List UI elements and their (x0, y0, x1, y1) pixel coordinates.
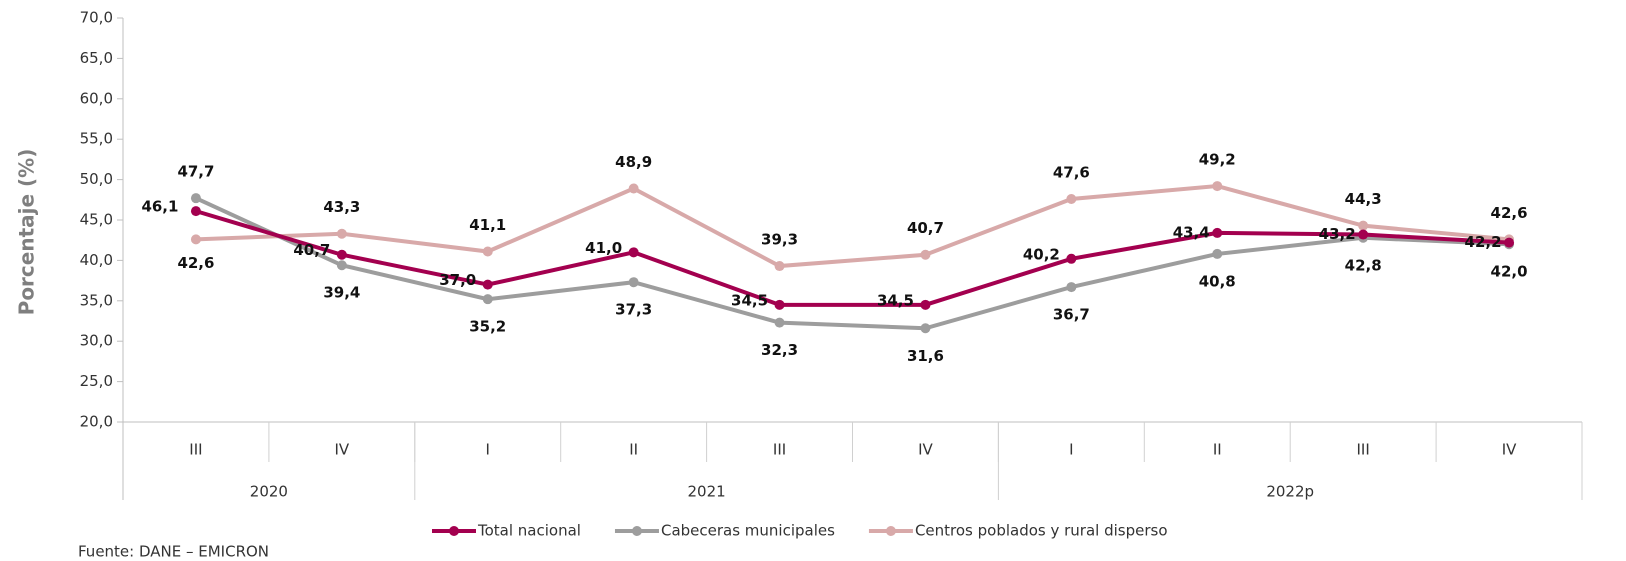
marker (1212, 227, 1223, 238)
y-tick-label: 60,0 (80, 89, 113, 107)
y-tick-label: 45,0 (80, 211, 113, 229)
marker (920, 299, 931, 310)
y-tick-label: 25,0 (80, 372, 113, 390)
marker (336, 260, 347, 271)
group-label: 2021 (688, 483, 726, 501)
marker (1066, 253, 1077, 264)
data-label: 37,0 (439, 271, 476, 289)
data-label: 41,0 (585, 239, 622, 257)
data-label: 43,2 (1319, 225, 1356, 243)
legend-label: Centros poblados y rural disperso (915, 522, 1168, 540)
x-tick-label: I (1069, 441, 1073, 459)
data-label: 34,5 (731, 291, 768, 309)
x-tick-label: III (1357, 441, 1370, 459)
data-label: 44,3 (1345, 190, 1382, 208)
data-label: 43,3 (323, 198, 360, 216)
y-tick-label: 55,0 (80, 130, 113, 148)
line (195, 184, 1510, 269)
source: Fuente: DANE – EMICRON (78, 543, 269, 561)
marker (1212, 181, 1223, 192)
marker (1066, 193, 1077, 204)
marker (1358, 220, 1369, 231)
x-tick-label: II (629, 441, 638, 459)
line (195, 196, 1510, 331)
data-label: 49,2 (1199, 151, 1236, 169)
legend-marker (449, 526, 459, 536)
data-label: 42,6 (177, 254, 214, 272)
data-label: 37,3 (615, 301, 652, 319)
marker (1504, 237, 1515, 248)
x-tick-label: IV (918, 441, 933, 459)
data-label: 40,7 (907, 219, 944, 237)
marker (628, 183, 639, 194)
data-label: 42,0 (1491, 263, 1528, 281)
data-label: 48,9 (615, 153, 652, 171)
data-label: 42,6 (1491, 204, 1528, 222)
y-tick-label: 40,0 (80, 251, 113, 269)
data-label: 36,7 (1053, 306, 1090, 324)
x-tick-label: I (486, 441, 490, 459)
x-tick-label: IV (335, 441, 350, 459)
y-tick-label: 70,0 (80, 9, 113, 27)
group-label: 2020 (250, 483, 288, 501)
marker (1212, 248, 1223, 259)
marker (336, 228, 347, 239)
marker (336, 249, 347, 260)
data-label: 39,3 (761, 231, 798, 249)
marker (774, 261, 785, 272)
line (195, 209, 1510, 307)
data-label: 40,8 (1199, 272, 1236, 290)
x-tick-label: III (189, 441, 202, 459)
data-label: 40,2 (1023, 245, 1060, 263)
data-label: 40,7 (293, 241, 330, 259)
marker (628, 247, 639, 258)
data-label: 47,7 (177, 163, 214, 181)
data-label: 35,2 (469, 318, 506, 336)
y-tick-label: 20,0 (80, 413, 113, 431)
legend-label: Cabeceras municipales (661, 522, 835, 540)
data-label: 39,4 (323, 284, 360, 302)
marker (628, 277, 639, 288)
legend-marker (885, 526, 896, 536)
marker (482, 279, 493, 290)
data-label: 43,4 (1173, 223, 1210, 241)
marker (482, 246, 493, 257)
data-label: 42,2 (1465, 233, 1502, 251)
marker (190, 206, 201, 217)
marker (920, 249, 931, 260)
data-label: 31,6 (907, 347, 944, 365)
data-label: 47,6 (1053, 163, 1090, 181)
data-label: 46,1 (141, 198, 178, 216)
legend-label: Total nacional (477, 522, 581, 540)
legend-marker (631, 526, 642, 536)
marker (482, 294, 493, 305)
y-tick-label: 65,0 (80, 49, 113, 67)
marker (1066, 282, 1077, 293)
data-label: 32,3 (761, 341, 798, 359)
y-tick-label: 30,0 (80, 332, 113, 350)
group-label: 2022p (1266, 483, 1314, 501)
x-tick-label: IV (1502, 441, 1517, 459)
data-label: 34,5 (877, 291, 914, 309)
y-tick-label: 35,0 (80, 291, 113, 309)
x-tick-label: II (1213, 441, 1222, 459)
marker (774, 317, 785, 328)
marker (920, 323, 931, 334)
data-label: 41,1 (469, 216, 506, 234)
marker (190, 234, 201, 245)
marker (190, 193, 201, 204)
x-tick-label: III (773, 441, 786, 459)
marker (774, 299, 785, 310)
y-axis-label: Porcentaje (%) (15, 149, 39, 316)
data-label: 42,8 (1345, 256, 1382, 274)
marker (1358, 229, 1369, 240)
y-tick-label: 50,0 (80, 170, 113, 188)
